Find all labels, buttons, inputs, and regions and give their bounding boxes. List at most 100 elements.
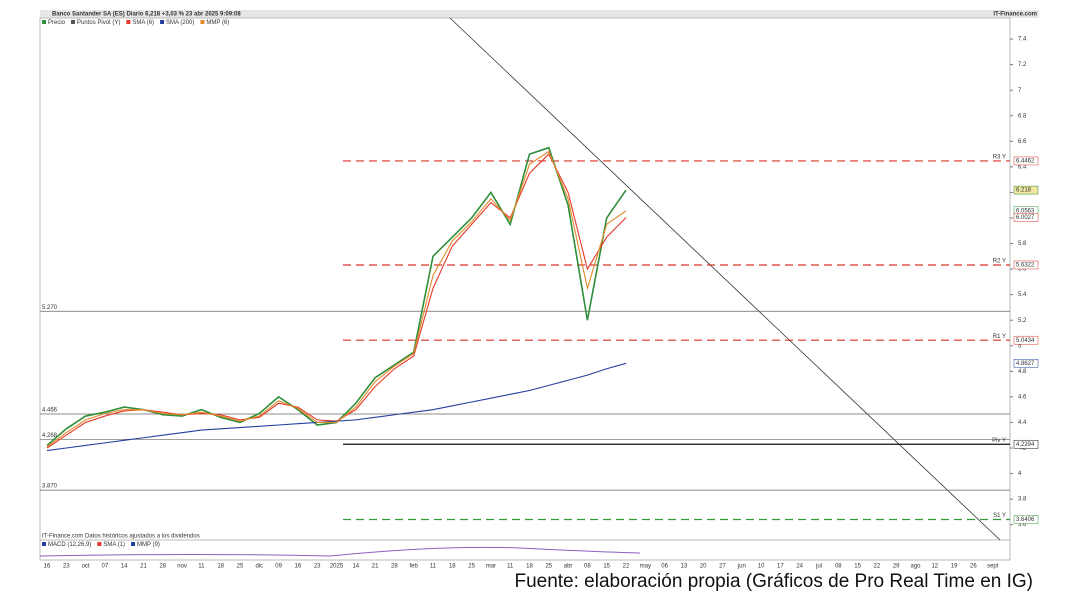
x-tick-label: 11 (507, 564, 514, 570)
x-tick-label: 25 (468, 564, 475, 570)
x-tick-label: oct (82, 564, 90, 570)
x-tick-label: 11 (430, 564, 437, 570)
pivot-label: R3 Y (993, 155, 1006, 161)
pivot-value: 5.6322 (1016, 263, 1035, 269)
x-tick-label: 2025 (330, 564, 344, 570)
y-tick-label: 5.8 (1018, 241, 1027, 247)
support-label: 4.268 (42, 433, 58, 439)
value-tag-box (1013, 359, 1039, 368)
y-tick-label: 4.4 (1018, 420, 1027, 426)
x-tick-label: may (640, 564, 651, 570)
header-bar (40, 10, 1039, 18)
y-tick-label: 5.4 (1018, 292, 1027, 298)
x-tick-label: 18 (217, 564, 224, 570)
x-tick-label: 27 (719, 564, 726, 570)
x-tick-label: 15 (854, 564, 861, 570)
x-tick-label: 23 (63, 564, 70, 570)
x-tick-label: 06 (661, 564, 668, 570)
y-tick-label: 4.6 (1018, 394, 1027, 400)
series-line (46, 146, 627, 447)
legend-swatch (160, 20, 165, 24)
y-tick-label: 6.6 (1018, 139, 1027, 145)
value-tag-box (1013, 156, 1039, 166)
indicator-frame (39, 539, 1011, 561)
pivot-value: 5.0434 (1016, 338, 1035, 344)
legend-swatch (126, 20, 131, 24)
value-tag: 6.0027 (1016, 215, 1035, 221)
support-label: 4.466 (42, 408, 58, 414)
y-tick-label: 4.8 (1018, 369, 1027, 375)
x-tick-label: 10 (758, 564, 765, 570)
legend-entry: SMA (1) (103, 542, 125, 548)
legend-entry: Precio (48, 20, 66, 26)
y-tick-label: 4.2 (1018, 446, 1027, 452)
x-tick-label: 08 (835, 564, 842, 570)
x-tick-label: abr (564, 564, 573, 570)
y-tick-label: 7 (1018, 88, 1022, 94)
legend-swatch (97, 542, 102, 546)
x-tick-label: 22 (874, 564, 881, 570)
x-tick-label: 15 (603, 564, 610, 570)
x-tick-label: 07 (102, 564, 109, 570)
x-tick-label: mar (486, 564, 496, 570)
legend-entry: MMP (9) (137, 542, 160, 548)
pivot-value: 3.6406 (1016, 517, 1035, 523)
x-tick-label: 24 (796, 564, 803, 570)
y-tick-label: 3.8 (1018, 497, 1027, 503)
pivot-label: S1 Y (993, 513, 1006, 519)
pivot-label: Piv Y (992, 438, 1006, 444)
value-tag: 4.8627 (1016, 361, 1035, 367)
y-tick-label: 6.8 (1018, 113, 1027, 119)
x-tick-label: 09 (275, 564, 282, 570)
value-tag-box (1013, 515, 1039, 524)
chart-title: Banco Santander SA (ES) Diario 6,218 +3,… (52, 12, 241, 18)
y-tick-label: 7.2 (1018, 62, 1027, 68)
x-tick-label: 25 (237, 564, 244, 570)
x-tick-label: jun (737, 564, 746, 570)
x-tick-label: 28 (159, 564, 166, 570)
x-tick-label: 12 (931, 564, 938, 570)
x-tick-label: 21 (140, 564, 147, 570)
macd-curve (39, 546, 641, 557)
y-tick-label: 5.6 (1018, 267, 1027, 273)
series-line (46, 150, 627, 448)
x-tick-label: 23 (314, 564, 321, 570)
x-tick-label: feb (410, 564, 419, 570)
legend-swatch (131, 542, 136, 546)
value-tag-box (1013, 439, 1039, 449)
x-tick-label: dic (255, 564, 263, 570)
x-tick-label: 16 (44, 564, 51, 570)
value-tag-box (1013, 260, 1039, 270)
x-tick-label: 21 (372, 564, 379, 570)
y-tick-label: 6.4 (1018, 164, 1027, 170)
value-tag: 6.0563 (1016, 208, 1035, 214)
legend-entry: Puntos Pivot (Y) (77, 20, 120, 26)
x-tick-label: 25 (545, 564, 552, 570)
x-tick-label: 11 (198, 564, 205, 570)
pivot-value: 4.2294 (1016, 442, 1035, 448)
series-line (46, 362, 627, 452)
y-tick-label: 4 (1018, 471, 1022, 477)
series-line (46, 153, 627, 449)
legend-swatch (42, 20, 46, 24)
trendline (449, 17, 1001, 541)
value-tag-box (1013, 213, 1039, 222)
value-tag-box (1013, 335, 1039, 345)
x-tick-label: 19 (951, 564, 958, 570)
legend-entry: SMA (6) (132, 20, 154, 26)
legend-entry: MACD (12,26,9) (48, 542, 91, 548)
legend-swatch (71, 20, 76, 24)
y-tick-label: 7.4 (1018, 37, 1027, 43)
x-tick-label: 08 (584, 564, 591, 570)
caption: Fuente: elaboración propia (Gráficos de … (514, 571, 1033, 592)
x-tick-label: 20 (700, 564, 707, 570)
y-tick-label: 3.6 (1018, 522, 1027, 528)
x-tick-label: 17 (777, 564, 784, 570)
y-tick-label: 5.2 (1018, 318, 1027, 324)
x-tick-label: 16 (295, 564, 302, 570)
x-tick-label: 14 (352, 564, 359, 570)
source: IT-Finance.com (993, 12, 1037, 18)
x-tick-label: nov (177, 564, 187, 570)
x-tick-label: 18 (526, 564, 533, 570)
